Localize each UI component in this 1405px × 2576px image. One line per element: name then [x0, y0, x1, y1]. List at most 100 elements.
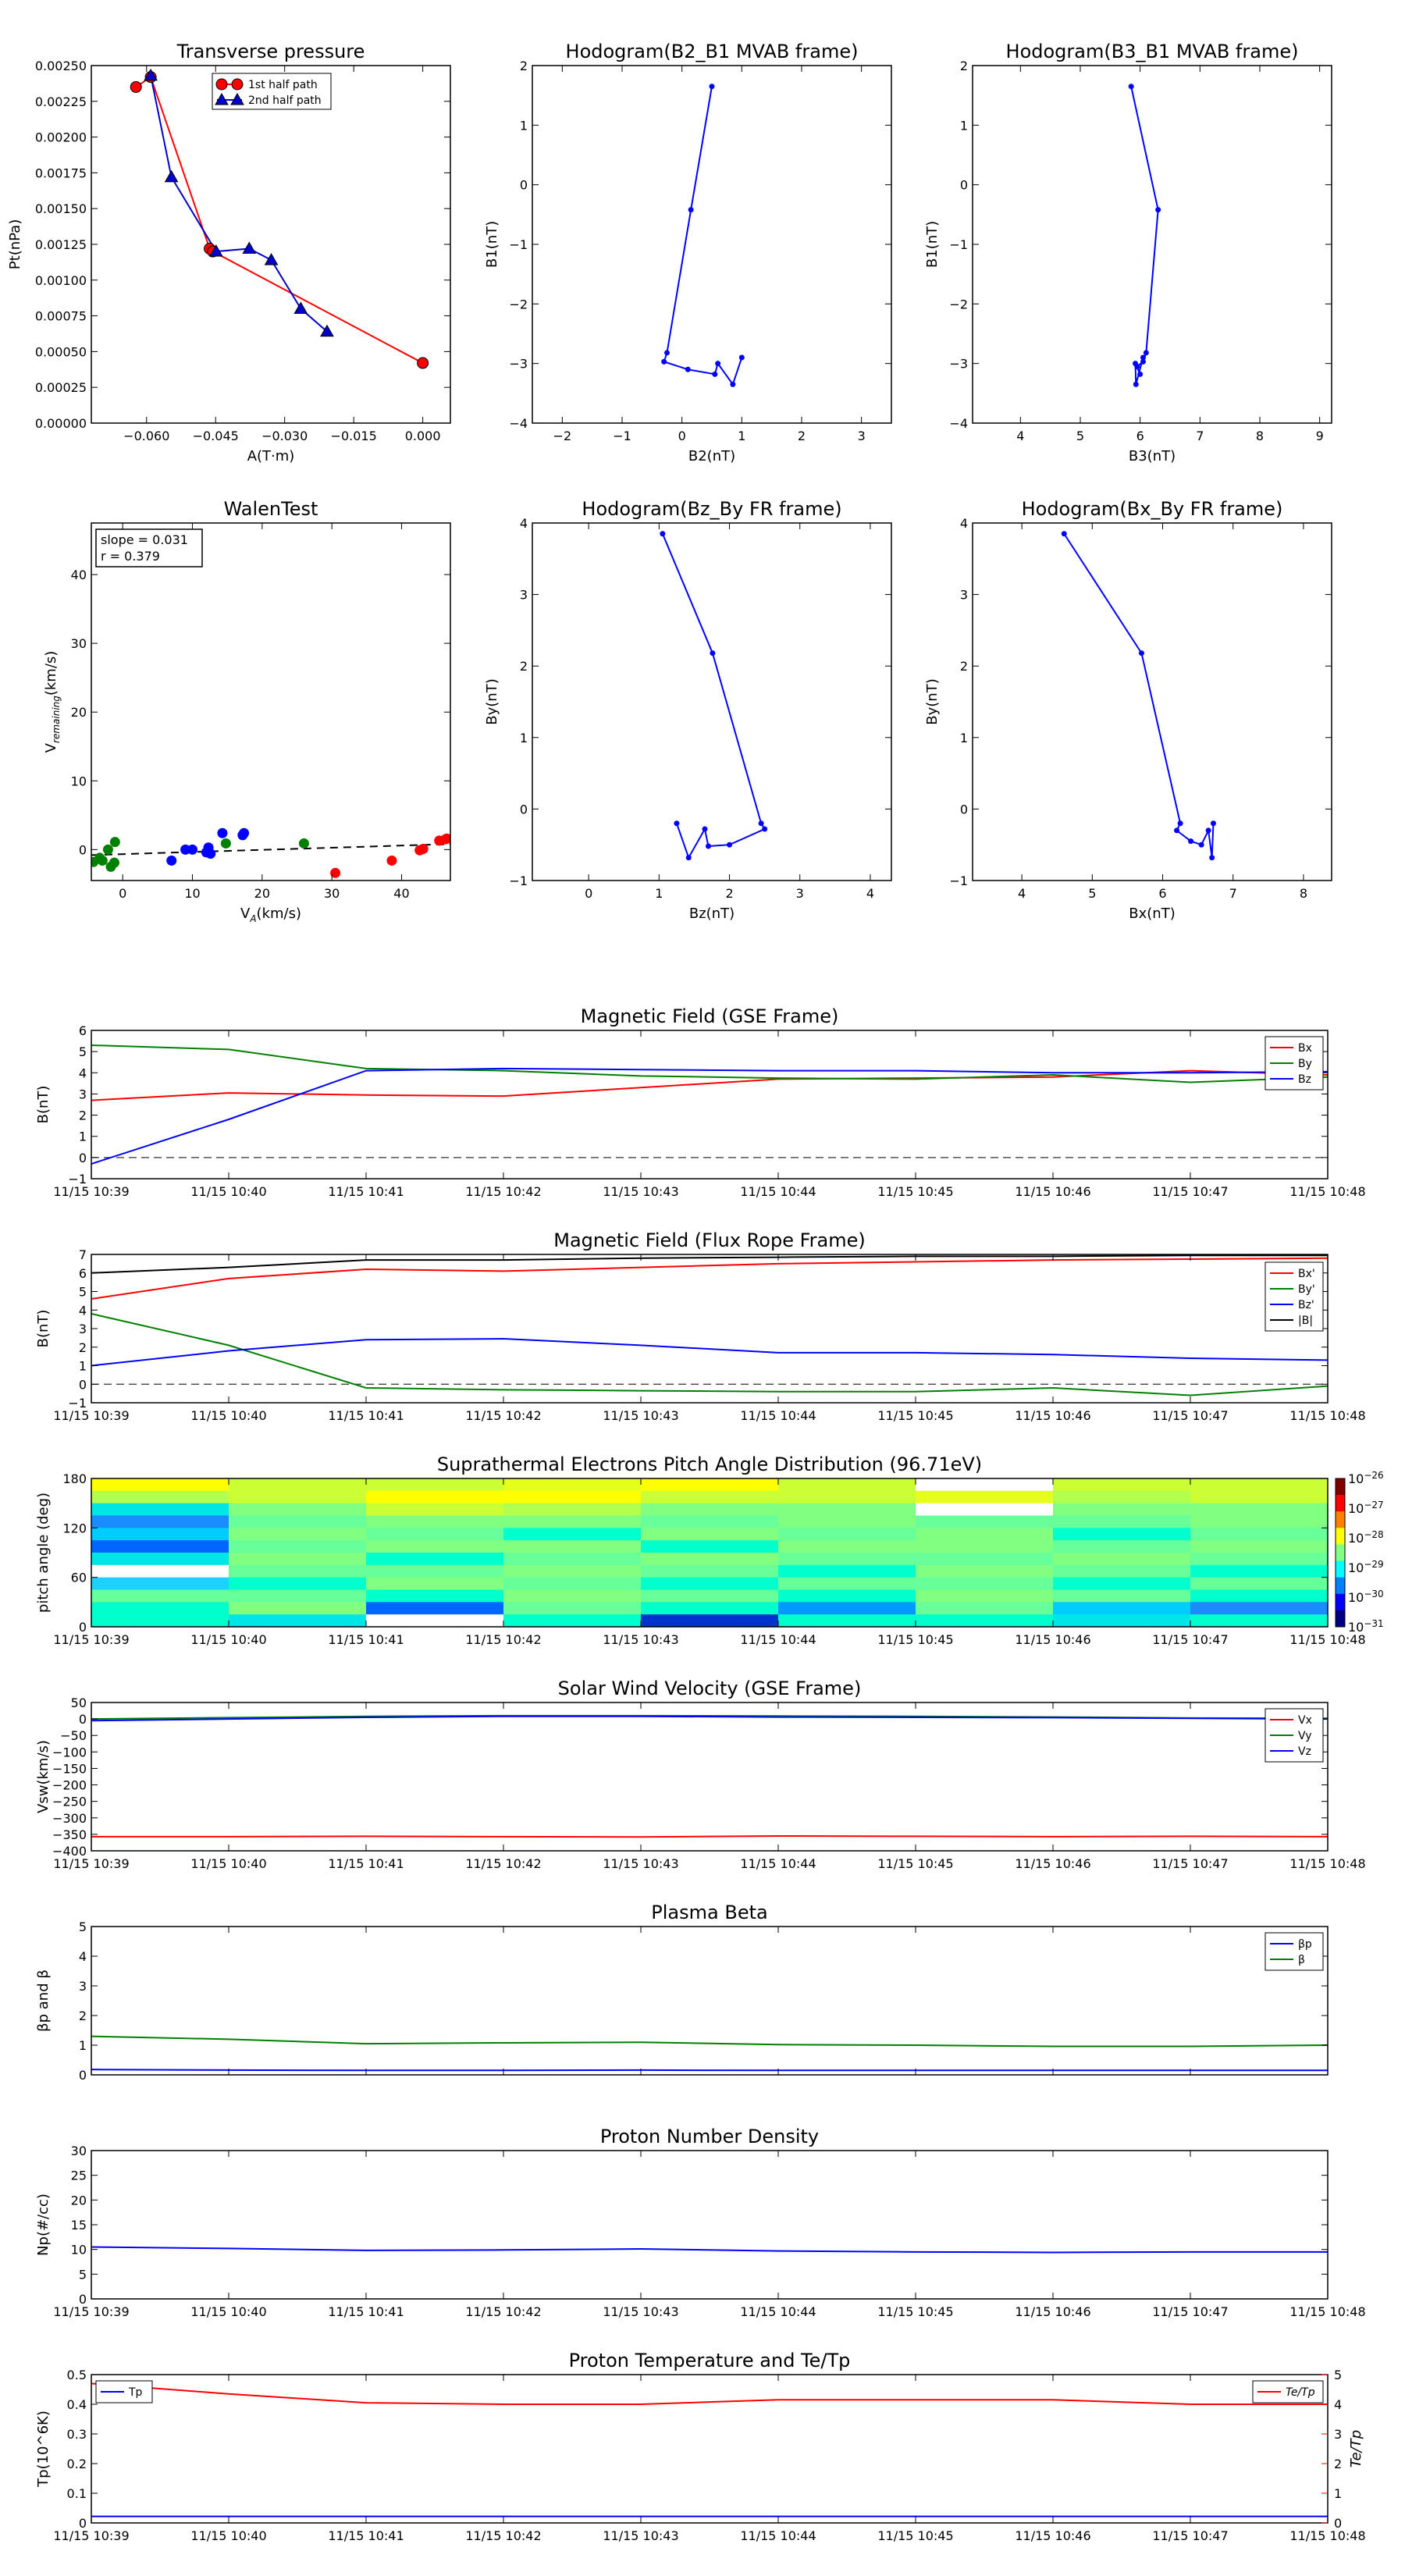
heatmap-cell	[641, 1564, 779, 1578]
chart-title: Hodogram(B2_B1 MVAB frame)	[566, 41, 859, 62]
y-tick-label: 1	[520, 118, 528, 133]
y-tick-label: 4	[520, 516, 528, 531]
y-axis-label: By(nT)	[924, 678, 941, 724]
colorbar-label: 10−29	[1348, 1559, 1384, 1575]
y-tick-label: 5	[79, 1285, 87, 1300]
y-tick-label: −150	[52, 1761, 87, 1776]
magnetic-field-fr-chart: Magnetic Field (Flux Rope Frame) −1 0 1 2 3 4 5…	[35, 1229, 1366, 1423]
heatmap-cell	[91, 1478, 229, 1492]
legend-label: Vz	[1298, 1745, 1311, 1758]
x-tick-label: 11/15 10:45	[877, 2528, 953, 2543]
plasma-beta-chart: Plasma Beta 0 1 2 3 4 5 βp and β βp β	[35, 1902, 1329, 2083]
chart-title: Plasma Beta	[651, 1902, 767, 1923]
x-tick-label: 0	[678, 429, 686, 443]
y-tick-label: 15	[71, 2218, 87, 2233]
chart-title: Magnetic Field (GSE Frame)	[581, 1005, 839, 1027]
series-0-line	[661, 533, 767, 860]
heatmap-cell	[641, 1515, 779, 1528]
heatmap-cell	[778, 1589, 916, 1603]
proton-number-density-chart: Proton Number Density 0 5 10 15 20 25 30 11/15 1…	[35, 2126, 1366, 2319]
y-tick-label: −1	[949, 873, 968, 888]
heatmap-cell	[641, 1528, 779, 1541]
y-tick-label: 6	[79, 1023, 87, 1038]
data-point	[664, 350, 670, 356]
x-tick-label: 3	[858, 429, 866, 443]
colorbar-segment	[1336, 1528, 1345, 1545]
y-tick-label: 120	[62, 1521, 87, 1535]
y-tick-label: 6	[79, 1266, 87, 1281]
chart-title: Proton Temperature and Te/Tp	[569, 2350, 851, 2371]
heatmap-cell	[229, 1490, 367, 1504]
y-tick-label: 0.00250	[35, 59, 87, 73]
y-tick-label: 1	[79, 2038, 87, 2053]
y-tick-label: 0.00125	[35, 237, 87, 252]
proton-temperature-chart: Proton Temperature and Te/Tp 0 0.1 0.2 0.3 0.…	[35, 2350, 1366, 2543]
y-tick-label: −1	[68, 1396, 87, 1411]
x-tick-label: 11/15 10:41	[328, 1856, 404, 1871]
y-tick-label: 0	[79, 1620, 87, 1635]
x-tick-label: 11/15 10:46	[1015, 1632, 1090, 1647]
y-tick-label: 10	[71, 2243, 87, 2258]
x-tick-label: 0	[119, 886, 126, 901]
annotation-box	[95, 528, 203, 568]
y-tick-label: −4	[949, 416, 968, 431]
y-tick-label: 3	[79, 1322, 87, 1336]
heatmap-cell	[916, 1503, 1054, 1516]
heatmap-cell	[778, 1602, 916, 1615]
heatmap-cell	[366, 1553, 504, 1566]
legend-label: Bx'	[1298, 1268, 1315, 1280]
heatmap-cell	[503, 1540, 642, 1553]
series-te-tp-line	[91, 2382, 1328, 2405]
x-tick-label: 4	[1018, 886, 1026, 901]
pitch-angle-distribution-chart: Suprathermal Electrons Pitch Angle Distr…	[35, 1453, 1384, 1647]
data-point	[685, 855, 692, 861]
heatmap-cell	[366, 1602, 504, 1615]
y-tick-label: 20	[71, 705, 87, 720]
x-tick-label: 11/15 10:48	[1289, 2304, 1365, 2319]
heatmap-cell	[1053, 1528, 1191, 1541]
legend-box	[1264, 1036, 1324, 1091]
x-tick-label: 11/15 10:40	[190, 2304, 266, 2319]
legend-label: 2nd half path	[248, 94, 322, 107]
data-point	[1133, 381, 1139, 387]
y-axis-label: Vsw(km/s)	[35, 1740, 52, 1813]
y-tick-label: 2	[960, 659, 968, 674]
series-bz--line	[91, 1338, 1328, 1367]
heatmap-cell	[778, 1528, 916, 1541]
x-tick-label: 11/15 10:45	[877, 1856, 953, 1871]
x-tick-label: 11/15 10:42	[465, 2528, 541, 2543]
data-point	[661, 358, 667, 365]
heatmap-cell	[366, 1564, 504, 1578]
y-tick-label: 0	[520, 178, 528, 193]
y-tick-label: 0.4	[67, 2397, 87, 2412]
x-tick-label: 11/15 10:42	[465, 1632, 541, 1647]
x-tick-label: 11/15 10:41	[328, 2304, 404, 2319]
x-tick-label: 11/15 10:44	[740, 1632, 816, 1647]
x-tick-label: 11/15 10:46	[1015, 1408, 1090, 1423]
heatmap-cell	[1190, 1528, 1328, 1541]
series--p-line	[91, 2069, 1328, 2072]
data-point	[1177, 820, 1183, 827]
legend-label: Te/Tp	[1286, 2386, 1315, 2399]
y-tick-label: 5	[79, 2267, 87, 2282]
legend-label: |B|	[1298, 1315, 1313, 1327]
y-tick-label: 0	[79, 1377, 87, 1392]
data-point	[220, 838, 231, 849]
y2-tick-label: 4	[1334, 2397, 1342, 2412]
heatmap-cell	[916, 1564, 1054, 1578]
x-tick-label: 11/15 10:47	[1152, 2528, 1228, 2543]
heatmap-cell	[778, 1564, 916, 1578]
x-tick-label: 20	[254, 886, 270, 901]
plot-area	[1061, 531, 1216, 861]
y-tick-label: 1	[79, 1130, 87, 1144]
colorbar-segment	[1336, 1478, 1345, 1496]
x-axis-label: Bx(nT)	[1129, 906, 1175, 922]
x-tick-label: −1	[613, 429, 631, 443]
heatmap-cell	[1053, 1602, 1191, 1615]
series-1st-half-path-line	[135, 76, 424, 364]
heatmap-cell	[91, 1528, 229, 1541]
heatmap-cell	[641, 1614, 779, 1627]
data-point	[417, 357, 429, 369]
series-bz-line	[91, 1067, 1328, 1165]
heatmap-cell	[229, 1553, 367, 1566]
